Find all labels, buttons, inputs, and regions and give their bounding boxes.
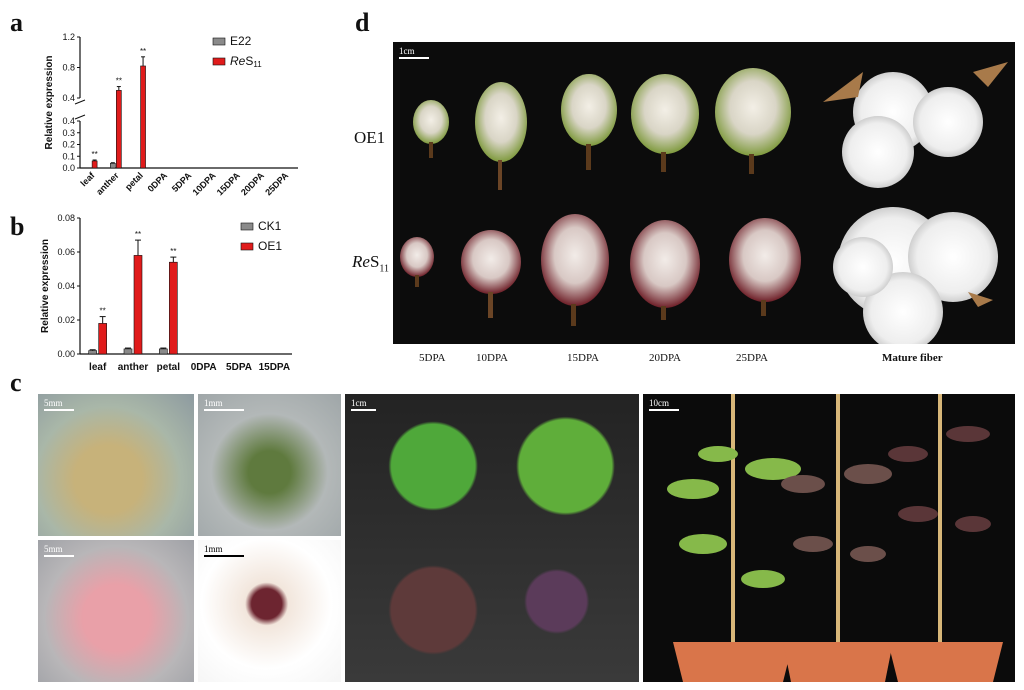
bar-CK1-petal — [159, 348, 168, 355]
chart-a: 0.0 0.10.2 0.3 0.4 0.4 0.8 1.2 Relative express… — [44, 32, 298, 197]
boll-illustration — [400, 62, 1008, 344]
y-tick-label: 0.0 — [62, 163, 75, 173]
y-tick-label: 0.00 — [57, 349, 75, 359]
x-tick-label: leaf — [78, 170, 97, 189]
y-tick-label: 0.06 — [57, 247, 75, 257]
boll-res-10dpa — [461, 230, 521, 318]
bar-OE1-petal — [169, 261, 178, 355]
significance-marker: ** — [100, 307, 106, 316]
stage-label-10dpa: 10DPA — [476, 352, 508, 364]
x-tick-label: 10DPA — [191, 170, 218, 197]
x-tick-label: anther — [94, 170, 121, 197]
panel-letter-d: d — [355, 8, 370, 37]
boll-oe-10dpa — [475, 82, 527, 190]
y-tick-label: 0.3 — [62, 128, 75, 138]
x-tick-label: 15DPA — [259, 362, 291, 373]
stage-label-mature: Mature fiber — [882, 352, 943, 364]
bar-ReS11-anther — [116, 90, 122, 169]
boll-oe-25dpa — [715, 68, 791, 174]
legend-swatch-OE1 — [240, 242, 254, 251]
panel-letter-c: c — [10, 368, 22, 397]
bar-OE1-anther — [133, 255, 143, 355]
boll-res-5dpa — [400, 237, 434, 287]
x-tick-label: petal — [157, 362, 181, 373]
significance-marker: ** — [140, 47, 146, 56]
seedling-jars-photo: 1cm — [345, 394, 639, 682]
fiber-oe-mature — [823, 62, 1008, 188]
panel-d-photo: 1cm — [393, 42, 1015, 344]
legend-sub: 11 — [253, 60, 262, 69]
y-tick-label: 0.1 — [62, 151, 75, 161]
shoot-photo-1: 1mm — [198, 394, 341, 536]
bar-CK1-anther — [123, 348, 133, 355]
stage-label-25dpa: 25DPA — [736, 352, 768, 364]
bar-E22-anther — [110, 163, 116, 169]
y-tick-label: 1.2 — [62, 32, 75, 42]
y-tick-label: 0.8 — [62, 63, 75, 73]
legend-swatch-ReS11 — [212, 57, 226, 66]
axis-break-mark — [74, 99, 86, 120]
chart-b: 0.00 0.02 0.04 0.06 0.08 Relative expression *… — [40, 213, 292, 373]
y-axis-label: Relative expression — [44, 56, 55, 150]
row-label-oe1: OE1 — [354, 128, 386, 147]
y-tick-label: 0.4 — [62, 93, 75, 103]
plants-illustration — [667, 394, 1003, 682]
boll-oe-5dpa — [413, 100, 449, 158]
significance-marker: ** — [170, 247, 176, 256]
y-tick-label: 0.2 — [62, 140, 75, 150]
y-tick-label: 0.4 — [62, 116, 75, 126]
panel-letter-b: b — [10, 212, 25, 241]
x-tick-label: 25DPA — [263, 170, 290, 197]
callus-photo-2: 5mm — [38, 540, 194, 682]
shoot-photo-2: 1mm — [198, 540, 341, 682]
legend-swatch-CK1 — [240, 222, 254, 231]
legend-italic: Re — [230, 54, 246, 68]
legend-label-ReS11: ReS11 — [230, 54, 262, 69]
x-tick-label: anther — [118, 362, 149, 373]
significance-marker: ** — [91, 150, 97, 159]
boll-oe-15dpa — [561, 74, 617, 170]
stage-label-15dpa: 15DPA — [567, 352, 599, 364]
legend-label-CK1: CK1 — [258, 219, 282, 233]
fiber-res-mature — [833, 207, 998, 344]
x-tick-label: 0DPA — [191, 362, 217, 373]
x-tick-label: 15DPA — [215, 170, 242, 197]
y-tick-label: 0.02 — [57, 315, 75, 325]
stage-label-5dpa: 5DPA — [419, 352, 446, 364]
callus-photo-1: 5mm — [38, 394, 194, 536]
stage-label-20dpa: 20DPA — [649, 352, 681, 364]
y-axis-label: Relative expression — [40, 239, 51, 333]
legend-label-E22: E22 — [230, 34, 252, 48]
boll-res-15dpa — [541, 214, 609, 326]
x-tick-label: petal — [123, 170, 145, 192]
row-label-res11: ReS11 — [352, 252, 390, 275]
panel-letter-a: a — [10, 8, 23, 37]
y-tick-label: 0.08 — [57, 213, 75, 223]
significance-marker: ** — [116, 77, 122, 86]
significance-marker: ** — [135, 230, 141, 239]
legend-label-OE1: OE1 — [258, 239, 282, 253]
bar-CK1-leaf — [88, 350, 97, 355]
x-tick-label: leaf — [89, 362, 107, 373]
x-tick-label: 20DPA — [239, 170, 266, 197]
bar-ReS11-leaf — [91, 160, 98, 169]
x-tick-label: 5DPA — [226, 362, 252, 373]
legend-main: S — [245, 54, 253, 68]
legend-main: E22 — [230, 34, 252, 48]
boll-oe-20dpa — [631, 74, 699, 172]
bar-ReS11-petal — [140, 65, 146, 169]
potted-plants-photo: 10cm — [643, 394, 1015, 682]
boll-res-25dpa — [729, 218, 801, 316]
legend-swatch-E22 — [212, 37, 226, 46]
boll-res-20dpa — [630, 220, 700, 320]
panel-d-scalebar: 1cm — [399, 46, 429, 59]
bar-OE1-leaf — [98, 323, 107, 355]
x-tick-label: 0DPA — [146, 170, 170, 194]
y-tick-label: 0.04 — [57, 281, 75, 291]
